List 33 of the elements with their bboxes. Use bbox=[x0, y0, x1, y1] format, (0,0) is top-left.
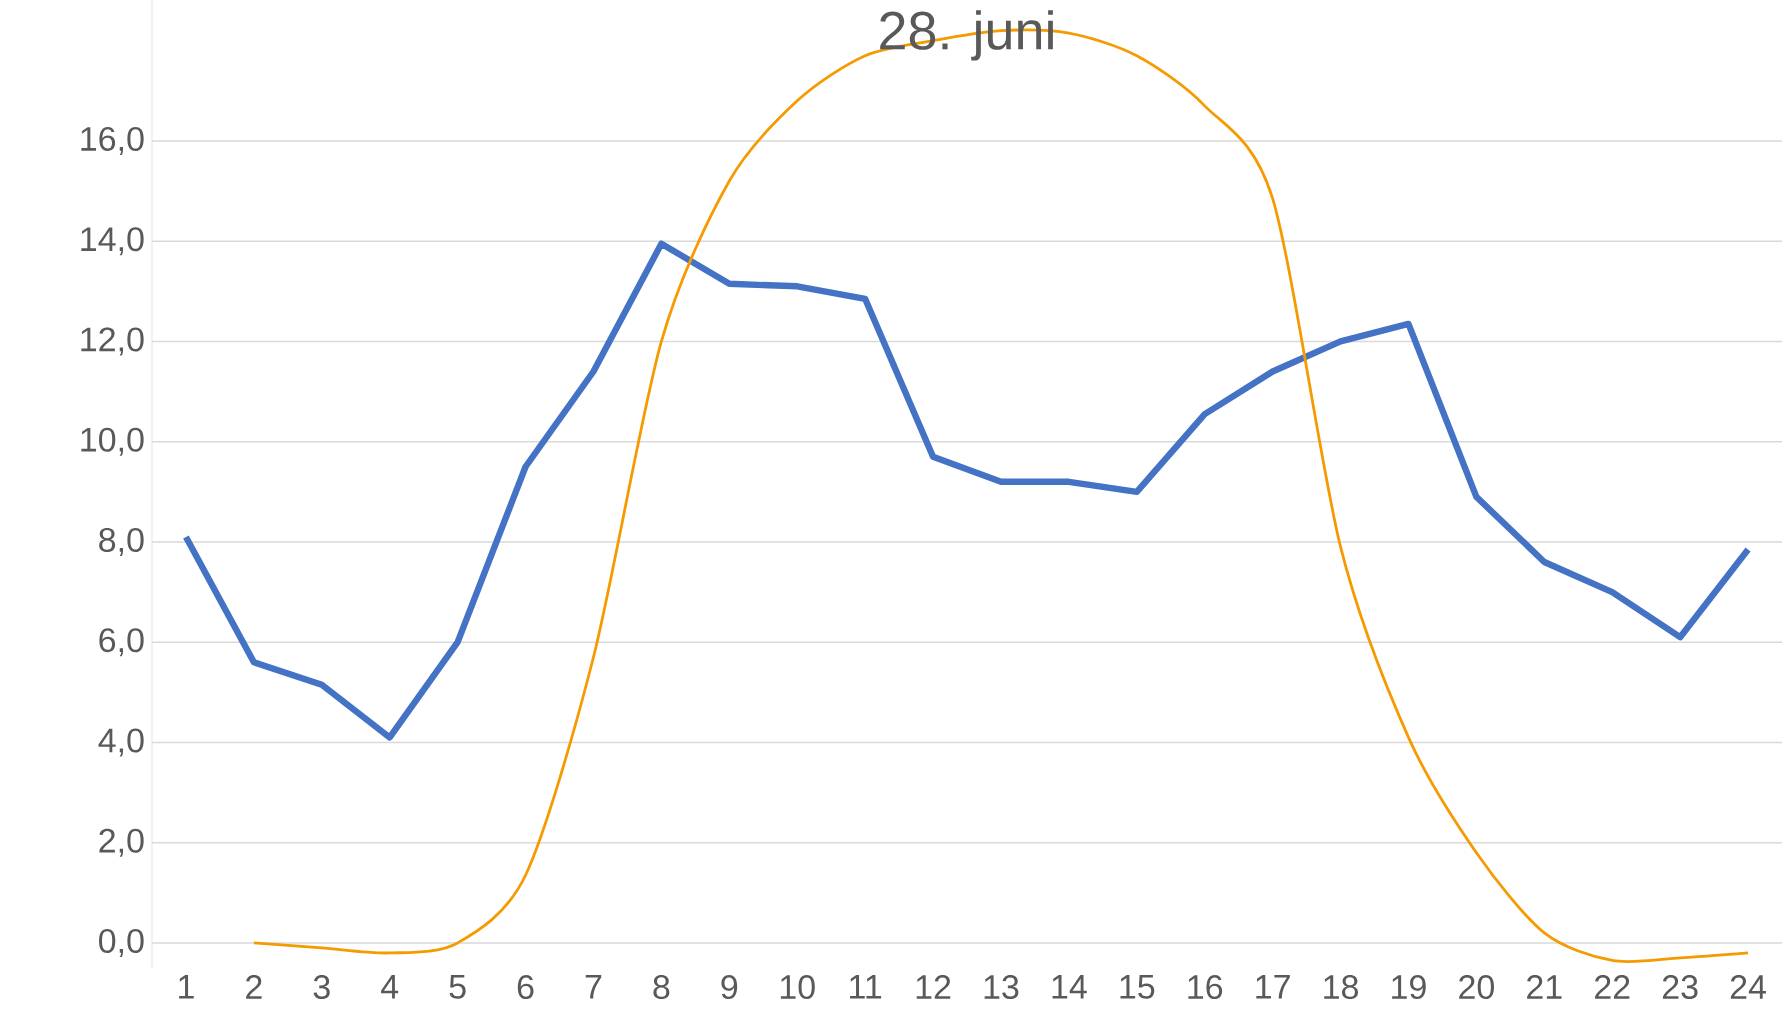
x-tick-label: 17 bbox=[1256, 975, 1290, 999]
x-tick-label: 10 bbox=[780, 975, 815, 1000]
x-tick-label: 21 bbox=[1527, 975, 1562, 999]
x-tick-label: 4 bbox=[381, 975, 399, 999]
x-tick-label: 8 bbox=[653, 975, 670, 1000]
x-tick-label: 20 bbox=[1459, 975, 1494, 1000]
x-tick-label: 18 bbox=[1324, 975, 1358, 1000]
x-tick-label: 12 bbox=[916, 975, 951, 999]
x-tick-label: 14 bbox=[1052, 975, 1087, 999]
y-tick-label: 12,0 bbox=[81, 327, 144, 356]
x-tick-label: 6 bbox=[517, 975, 534, 1000]
x-tick-label: 1 bbox=[179, 975, 194, 999]
x-tick-label: 7 bbox=[585, 975, 602, 999]
x-tick-label: 23 bbox=[1662, 975, 1698, 1000]
y-tick-label: 2,0 bbox=[99, 828, 144, 857]
x-tick-label: 24 bbox=[1730, 975, 1766, 999]
y-tick-label: 16,0 bbox=[81, 126, 144, 155]
y-tick-label: 8,0 bbox=[99, 527, 144, 556]
y-tick-label: 10,0 bbox=[81, 427, 144, 456]
y-tick-label: 6,0 bbox=[99, 628, 144, 657]
x-tick-label: 11 bbox=[850, 975, 882, 999]
x-tick-label: 22 bbox=[1595, 975, 1630, 999]
y-tick-label: 14,0 bbox=[81, 227, 144, 256]
x-tick-label: 19 bbox=[1392, 975, 1426, 1000]
x-tick-label: 16 bbox=[1188, 975, 1223, 1000]
x-tick-label: 13 bbox=[984, 975, 1019, 1000]
x-tick-label: 9 bbox=[721, 975, 738, 1000]
x-tick-label: 15 bbox=[1120, 975, 1155, 999]
x-tick-label: 3 bbox=[313, 975, 330, 1000]
y-tick-label: 0,0 bbox=[99, 928, 144, 957]
y-tick-label: 4,0 bbox=[98, 728, 144, 757]
x-tick-label: 2 bbox=[246, 975, 262, 999]
x-tick-label: 5 bbox=[449, 975, 466, 999]
